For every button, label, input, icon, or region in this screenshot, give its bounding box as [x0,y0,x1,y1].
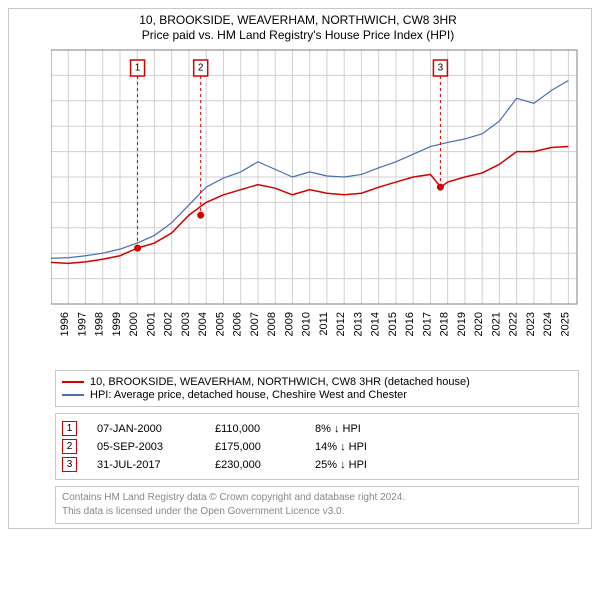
legend-label: HPI: Average price, detached house, Ches… [90,389,407,401]
svg-text:2013: 2013 [352,312,364,336]
svg-text:1: 1 [135,63,141,74]
chart-title-block: 10, BROOKSIDE, WEAVERHAM, NORTHWICH, CW8… [13,13,583,42]
svg-text:2006: 2006 [232,312,244,336]
chart-container: 10, BROOKSIDE, WEAVERHAM, NORTHWICH, CW8… [8,8,592,529]
svg-text:2001: 2001 [145,312,157,336]
transaction-date: 31-JUL-2017 [97,459,215,471]
transactions-table: 1 07-JAN-2000£110,0008% ↓ HPI 2 05-SEP-2003… [55,413,579,480]
legend-swatch [62,381,84,383]
transaction-date: 05-SEP-2003 [97,441,215,453]
svg-text:2010: 2010 [301,312,313,336]
transaction-row: 3 31-JUL-2017£230,00025% ↓ HPI [62,457,572,472]
svg-text:2009: 2009 [283,312,295,336]
svg-text:2024: 2024 [542,312,554,336]
footer-line2: This data is licensed under the Open Gov… [62,505,572,519]
svg-text:2016: 2016 [404,312,416,336]
svg-text:2021: 2021 [490,312,502,336]
title-line1: 10, BROOKSIDE, WEAVERHAM, NORTHWICH, CW8… [13,13,583,27]
title-line2: Price paid vs. HM Land Registry's House … [13,28,583,42]
svg-text:2025: 2025 [559,312,571,336]
transaction-row: 1 07-JAN-2000£110,0008% ↓ HPI [62,421,572,436]
legend-item: 10, BROOKSIDE, WEAVERHAM, NORTHWICH, CW8… [62,376,572,388]
transaction-pct: 8% ↓ HPI [315,423,435,435]
svg-text:3: 3 [438,63,444,74]
plot-area: £0£50K£100K£150K£200K£250K£300K£350K£400… [51,44,579,364]
attribution-footer: Contains HM Land Registry data © Crown c… [55,486,579,524]
svg-text:1997: 1997 [76,312,88,336]
transaction-pct: 14% ↓ HPI [315,441,435,453]
svg-text:2015: 2015 [387,312,399,336]
svg-text:1996: 1996 [59,312,71,336]
svg-text:2012: 2012 [335,312,347,336]
transaction-pct: 25% ↓ HPI [315,459,435,471]
transaction-row: 2 05-SEP-2003£175,00014% ↓ HPI [62,439,572,454]
transaction-price: £175,000 [215,441,315,453]
svg-text:2019: 2019 [456,312,468,336]
transaction-marker: 3 [62,457,77,472]
svg-text:2004: 2004 [197,312,209,336]
svg-text:2008: 2008 [266,312,278,336]
svg-text:1999: 1999 [111,312,123,336]
svg-text:1995: 1995 [51,312,54,336]
footer-line1: Contains HM Land Registry data © Crown c… [62,491,572,505]
legend-label: 10, BROOKSIDE, WEAVERHAM, NORTHWICH, CW8… [90,376,470,388]
legend-swatch [62,394,84,396]
svg-text:1998: 1998 [94,312,106,336]
legend: 10, BROOKSIDE, WEAVERHAM, NORTHWICH, CW8… [55,370,579,407]
transaction-marker: 2 [62,439,77,454]
svg-text:2020: 2020 [473,312,485,336]
svg-text:2: 2 [198,63,204,74]
svg-text:2002: 2002 [163,312,175,336]
chart-svg: £0£50K£100K£150K£200K£250K£300K£350K£400… [51,44,581,364]
svg-text:2022: 2022 [508,312,520,336]
svg-text:2003: 2003 [180,312,192,336]
svg-text:2014: 2014 [370,312,382,336]
svg-text:2000: 2000 [128,312,140,336]
svg-text:2018: 2018 [439,312,451,336]
svg-text:2017: 2017 [421,312,433,336]
transaction-marker: 1 [62,421,77,436]
legend-item: HPI: Average price, detached house, Ches… [62,389,572,401]
svg-text:2011: 2011 [318,312,330,336]
transaction-date: 07-JAN-2000 [97,423,215,435]
svg-text:2023: 2023 [525,312,537,336]
transaction-price: £230,000 [215,459,315,471]
svg-text:2007: 2007 [249,312,261,336]
transaction-price: £110,000 [215,423,315,435]
svg-text:2005: 2005 [214,312,226,336]
